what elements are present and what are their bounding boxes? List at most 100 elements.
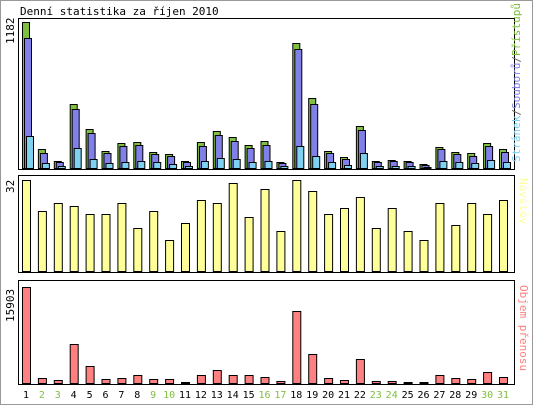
- hits-legend: Stránek/Souborů/Přístupů: [510, 3, 523, 162]
- visits-bar: [165, 240, 175, 272]
- volume-bar: [483, 372, 493, 384]
- x-axis-labels: 1 2 3 4 5 6 7 8 9 10 11 12 13 14 15 16 17 18 19 20 21 22 23 24 2…: [23, 390, 509, 401]
- pages-bar: [455, 162, 464, 169]
- x-tick-label: 24: [386, 390, 398, 401]
- x-tick-label: 26: [417, 390, 429, 401]
- volume-bar: [85, 366, 95, 384]
- hits-legend-part: Přístupů: [510, 3, 523, 56]
- volume-bar: [101, 379, 111, 384]
- visits-bar: [85, 214, 95, 272]
- hits-legend-part: Souborů: [510, 63, 523, 109]
- volume-bar: [37, 378, 47, 384]
- x-tick-label: 18: [290, 390, 302, 401]
- x-tick-label: 30: [481, 390, 493, 401]
- volume-bar: [69, 344, 79, 384]
- visits-bar: [355, 197, 365, 272]
- pages-bar: [137, 161, 146, 169]
- visits-bar: [499, 200, 508, 272]
- volume-bar: [308, 354, 318, 384]
- visits-bar: [308, 191, 318, 272]
- x-tick-label: 29: [465, 390, 477, 401]
- visits-bar: [133, 228, 143, 272]
- visits-panel: 32 Návštěv: [4, 175, 530, 273]
- x-tick-label: 2: [39, 390, 45, 401]
- pages-bar: [232, 159, 241, 169]
- hits-legend-text: Stránek/Souborů/Přístupů: [510, 3, 523, 162]
- volume-bar: [371, 381, 381, 384]
- pages-bar: [296, 146, 305, 169]
- volume-bar: [181, 382, 190, 384]
- visits-bar: [69, 206, 79, 272]
- chart-title: Denní statistika za říjen 2010: [20, 5, 219, 18]
- pages-bar: [375, 166, 384, 169]
- volume-bar: [133, 375, 143, 384]
- volume-bar: [22, 287, 31, 384]
- volume-bar: [260, 377, 270, 384]
- pages-bar: [423, 167, 432, 169]
- x-tick-label: 20: [322, 390, 334, 401]
- volume-bar: [149, 379, 159, 384]
- pages-bar: [216, 158, 225, 169]
- x-tick-label: 14: [227, 390, 239, 401]
- visits-bar: [435, 203, 445, 272]
- x-tick-label: 12: [195, 390, 207, 401]
- x-tick-label: 9: [150, 390, 156, 401]
- visits-bar: [260, 189, 270, 272]
- visits-bar: [483, 214, 493, 272]
- pages-bar: [169, 164, 178, 169]
- volume-legend: Objem přenosu: [517, 285, 530, 371]
- pages-bar: [328, 162, 337, 169]
- visits-bar: [292, 180, 302, 272]
- x-tick-label: 16: [258, 390, 270, 401]
- visits-bar: [467, 203, 477, 272]
- hits-legend-part: /: [510, 56, 523, 63]
- visits-bar: [37, 211, 47, 272]
- pages-bar: [439, 161, 448, 169]
- x-tick-label: 3: [55, 390, 61, 401]
- volume-panel: 15903 Objem přenosu: [4, 280, 530, 385]
- pages-bar: [121, 162, 130, 169]
- pages-bar: [89, 159, 98, 169]
- hits-legend-part: Stránek: [510, 115, 523, 162]
- volume-bar: [244, 375, 254, 384]
- x-tick-label: 11: [179, 390, 191, 401]
- volume-max-label: 15903: [4, 289, 17, 322]
- visits-bar: [117, 203, 127, 272]
- visits-bar: [403, 231, 413, 272]
- volume-bar: [117, 378, 127, 384]
- x-tick-label: 13: [211, 390, 223, 401]
- x-tick-label: 10: [163, 390, 175, 401]
- x-tick-label: 28: [449, 390, 461, 401]
- visits-bar: [149, 211, 159, 272]
- visits-bar: [387, 208, 397, 272]
- x-tick-label: 27: [433, 390, 445, 401]
- visits-bar: [419, 240, 429, 272]
- pages-bar: [153, 162, 162, 169]
- x-tick-label: 4: [71, 390, 77, 401]
- pages-bar: [280, 166, 289, 169]
- pages-bar: [487, 160, 496, 169]
- volume-bar: [165, 379, 175, 384]
- visits-bar: [324, 214, 334, 272]
- pages-bar: [344, 165, 352, 169]
- pages-bar: [105, 163, 114, 169]
- pages-bar: [471, 163, 480, 169]
- pages-bar: [57, 166, 66, 169]
- visits-bar: [22, 180, 31, 272]
- volume-bar: [340, 380, 349, 384]
- volume-panel-frame: [18, 280, 515, 385]
- visits-bar: [244, 217, 254, 272]
- x-tick-label: 22: [354, 390, 366, 401]
- volume-bar: [292, 311, 302, 384]
- pages-bar: [407, 166, 416, 169]
- pages-bar: [41, 163, 50, 169]
- visits-bar: [181, 223, 190, 272]
- x-tick-label: 1: [23, 390, 29, 401]
- hits-max-label: 1182: [4, 18, 17, 45]
- visits-bar: [451, 225, 461, 272]
- volume-bar: [419, 382, 429, 384]
- pages-bar: [503, 162, 511, 169]
- volume-bar: [387, 381, 397, 384]
- pages-bar: [248, 162, 257, 169]
